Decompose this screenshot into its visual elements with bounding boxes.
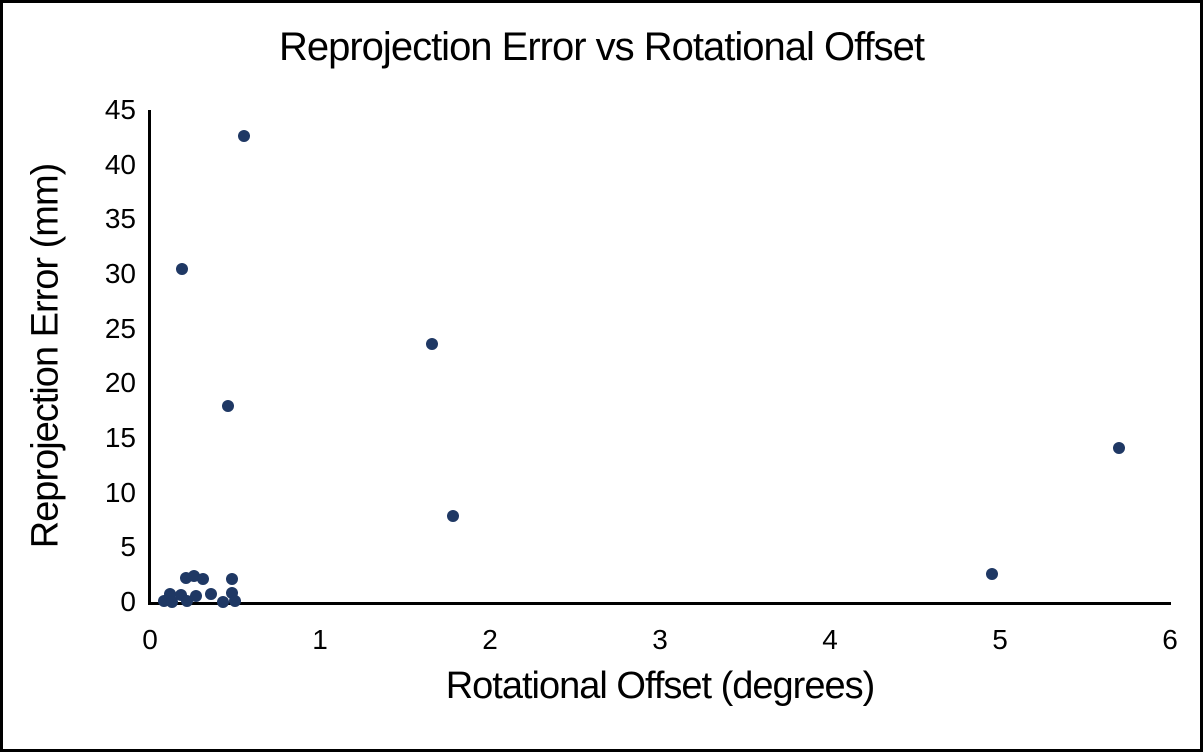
y-tick-label: 25	[104, 312, 136, 344]
y-tick-label: 20	[104, 367, 136, 399]
data-point	[176, 262, 189, 275]
y-tick-label: 5	[120, 531, 136, 563]
x-tick-label: 5	[992, 624, 1008, 655]
data-point	[196, 573, 209, 586]
y-tick-label: 30	[104, 258, 136, 289]
data-point	[222, 400, 235, 413]
y-tick-label: 45	[104, 94, 136, 125]
data-point	[446, 509, 459, 522]
plot-area	[150, 110, 1170, 608]
x-axis-label: Rotational Offset (degrees)	[445, 665, 876, 707]
data-point	[229, 595, 241, 608]
y-axis-line	[148, 110, 151, 605]
data-point	[189, 589, 202, 602]
y-tick-label: 15	[104, 422, 136, 453]
y-tick-label: 0	[120, 586, 136, 617]
data-point	[225, 573, 238, 586]
data-point	[1113, 441, 1125, 454]
data-point	[205, 587, 218, 600]
x-tick-label: 6	[1162, 624, 1178, 655]
data-point	[237, 130, 250, 143]
y-tick-label: 35	[104, 203, 136, 235]
data-point	[166, 596, 179, 608]
data-point	[985, 567, 998, 580]
y-tick-column: 0 5 10 15 20 25 30 35 40 45	[3, 3, 136, 749]
chart-title: Reprojection Error vs Rotational Offset	[278, 25, 925, 69]
x-tick-label: 2	[482, 624, 498, 655]
data-point	[217, 596, 230, 608]
x-axis-line	[148, 602, 1171, 605]
x-tick-label: 3	[652, 624, 668, 655]
x-tick-label: 1	[312, 624, 328, 655]
data-point	[426, 337, 439, 350]
y-tick-label: 40	[104, 148, 136, 180]
y-tick-label: 10	[104, 476, 136, 508]
x-tick-label: 4	[822, 624, 838, 655]
x-tick-label: 0	[142, 624, 158, 655]
